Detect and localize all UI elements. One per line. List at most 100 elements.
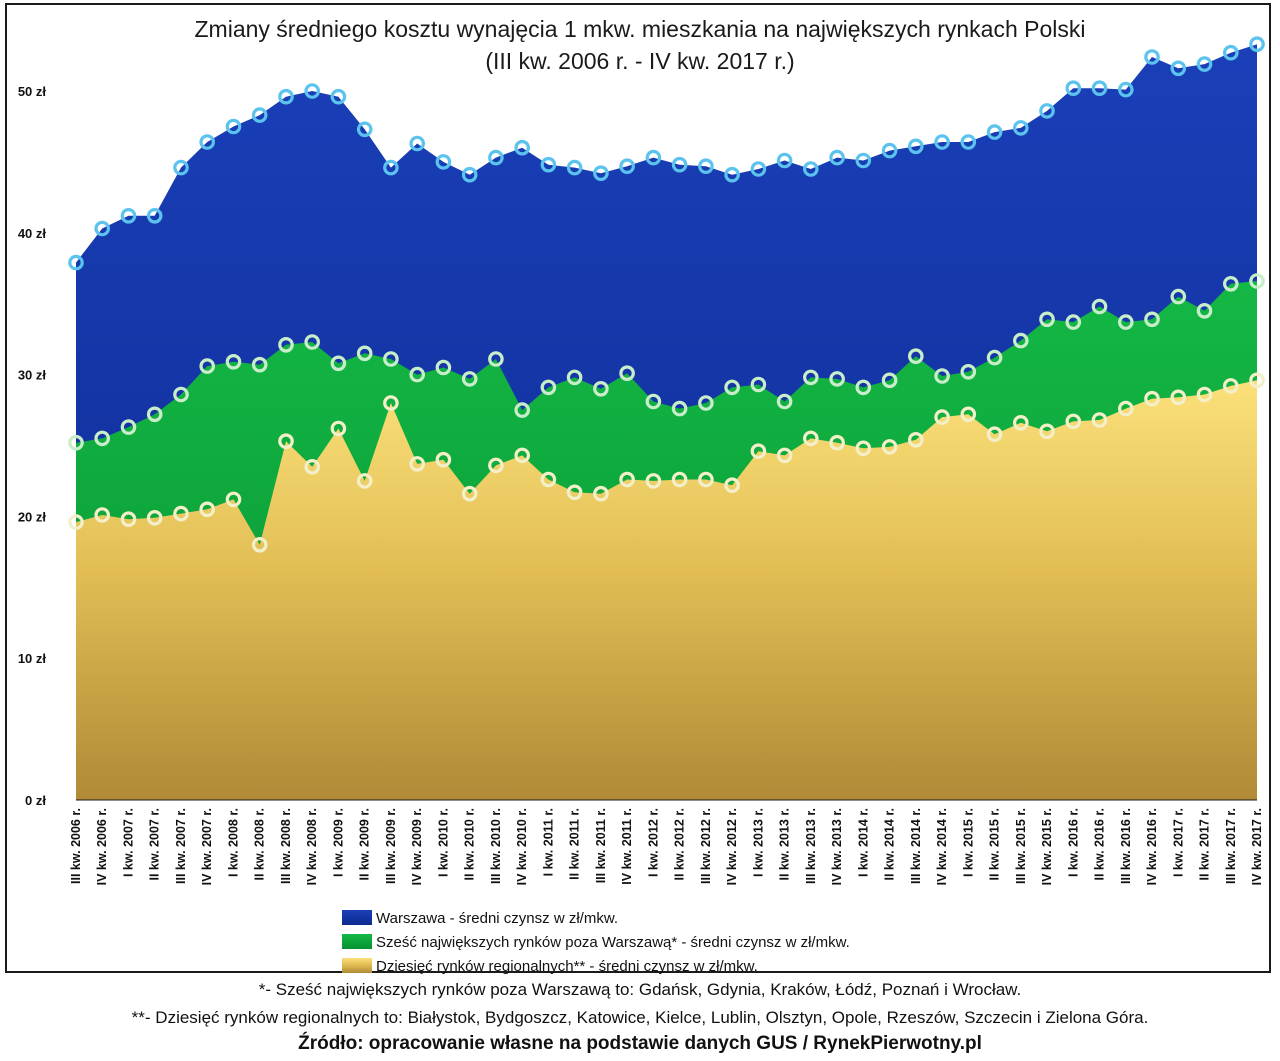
x-tick-label: II kw. 2016 r. — [1093, 808, 1107, 881]
marker-warszawa — [461, 166, 478, 183]
marker-warszawa — [881, 142, 898, 159]
marker-six-markets — [802, 369, 819, 386]
marker-regional — [173, 505, 189, 522]
x-tick-label: I kw. 2017 r. — [1171, 808, 1185, 877]
area-regional — [76, 380, 1257, 800]
marker-six-markets — [1249, 273, 1265, 289]
legend-item-warszawa: Warszawa - średni czynsz w zł/mkw. — [342, 910, 618, 927]
y-tick-label: 20 zł — [18, 509, 47, 524]
marker-warszawa — [68, 254, 84, 271]
marker-regional — [488, 457, 504, 474]
marker-six-markets — [383, 351, 399, 367]
marker-six-markets — [146, 406, 163, 423]
marker-warszawa — [225, 118, 242, 135]
x-tick-label: I kw. 2013 r. — [751, 808, 765, 877]
marker-warszawa — [566, 159, 583, 176]
marker-six-markets — [120, 419, 137, 435]
marker-warszawa — [94, 220, 110, 237]
marker-six-markets — [645, 393, 662, 410]
legend-item-regional: Dziesięć rynków regionalnych** - średni … — [342, 958, 758, 975]
marker-warszawa — [251, 107, 268, 123]
marker-warszawa — [593, 165, 609, 181]
marker-warszawa — [776, 152, 793, 169]
marker-warszawa — [619, 158, 635, 174]
marker-warszawa — [120, 208, 137, 224]
marker-regional — [593, 485, 609, 502]
marker-warszawa — [1091, 80, 1108, 96]
marker-regional — [356, 473, 373, 489]
x-tick-label: I kw. 2009 r. — [331, 808, 345, 877]
legend-swatch — [342, 910, 372, 925]
marker-six-markets — [1012, 332, 1029, 349]
x-tick-label: II kw. 2010 r. — [463, 808, 477, 881]
marker-six-markets — [829, 371, 845, 387]
marker-warszawa — [146, 208, 163, 224]
marker-six-markets — [225, 353, 242, 370]
marker-regional — [724, 477, 740, 493]
marker-six-markets — [435, 359, 452, 376]
marker-regional — [1170, 389, 1187, 406]
x-tick-label: III kw. 2014 r. — [909, 808, 923, 884]
x-tick-label: II kw. 2009 r. — [358, 808, 372, 881]
marker-regional — [566, 484, 583, 501]
marker-regional — [750, 443, 767, 459]
chart-frame: Zmiany średniego kosztu wynajęcia 1 mkw.… — [5, 3, 1271, 975]
marker-six-markets — [1065, 314, 1082, 330]
footnote-six-markets: *- Sześć największych rynków poza Warsza… — [258, 980, 1022, 999]
x-tick-label: III kw. 2007 r. — [174, 808, 188, 884]
marker-six-markets — [960, 363, 977, 380]
x-tick-label: I kw. 2010 r. — [436, 808, 450, 877]
marker-warszawa — [1223, 44, 1239, 61]
x-tick-label: IV kw. 2010 r. — [515, 808, 529, 885]
marker-regional — [435, 451, 452, 468]
marker-regional — [1091, 412, 1108, 428]
marker-warszawa — [1170, 60, 1187, 77]
x-tick-label: I kw. 2015 r. — [961, 808, 975, 877]
marker-warszawa — [488, 149, 504, 166]
marker-warszawa — [645, 149, 662, 166]
marker-six-markets — [1223, 275, 1239, 292]
marker-regional — [1144, 390, 1160, 407]
marker-regional — [461, 485, 478, 502]
marker-six-markets — [986, 349, 1003, 366]
marker-six-markets — [776, 393, 793, 410]
marker-regional — [68, 514, 84, 530]
marker-six-markets — [724, 379, 740, 396]
x-tick-label: IV kw. 2017 r. — [1250, 808, 1264, 885]
marker-warszawa — [724, 166, 740, 183]
x-tick-label: I kw. 2012 r. — [646, 808, 660, 877]
marker-warszawa — [1249, 36, 1265, 52]
x-tick-label: III kw. 2015 r. — [1014, 808, 1028, 884]
marker-warszawa — [1012, 120, 1029, 136]
y-tick-label: 40 zł — [18, 226, 47, 241]
x-tick-label: IV kw. 2011 r. — [620, 808, 634, 885]
footnote-ten-markets: **- Dziesięć rynków regionalnych to: Bia… — [131, 1008, 1149, 1027]
marker-regional — [671, 471, 688, 488]
marker-six-markets — [461, 371, 478, 387]
x-tick-label: III kw. 2006 r. — [69, 808, 83, 884]
marker-regional — [802, 430, 819, 447]
marker-regional — [960, 406, 977, 423]
marker-regional — [776, 447, 793, 464]
marker-warszawa — [907, 138, 924, 155]
marker-six-markets — [698, 395, 714, 411]
x-tick-label: IV kw. 2013 r. — [830, 808, 844, 885]
marker-regional — [330, 420, 347, 437]
y-tick-label: 50 zł — [18, 84, 47, 99]
marker-six-markets — [1196, 302, 1213, 319]
marker-six-markets — [68, 434, 84, 451]
marker-regional — [1065, 413, 1082, 430]
x-tick-label: III kw. 2017 r. — [1224, 808, 1238, 884]
marker-regional — [645, 473, 662, 489]
marker-six-markets — [671, 400, 688, 417]
x-tick-label: I kw. 2016 r. — [1066, 808, 1080, 877]
marker-warszawa — [514, 139, 530, 156]
marker-six-markets — [251, 356, 268, 373]
marker-warszawa — [802, 161, 819, 177]
x-tick-label: II kw. 2017 r. — [1198, 808, 1212, 881]
marker-six-markets — [409, 366, 425, 383]
marker-regional — [540, 471, 557, 488]
marker-regional — [146, 509, 163, 526]
marker-regional — [829, 434, 845, 451]
marker-six-markets — [356, 345, 373, 362]
